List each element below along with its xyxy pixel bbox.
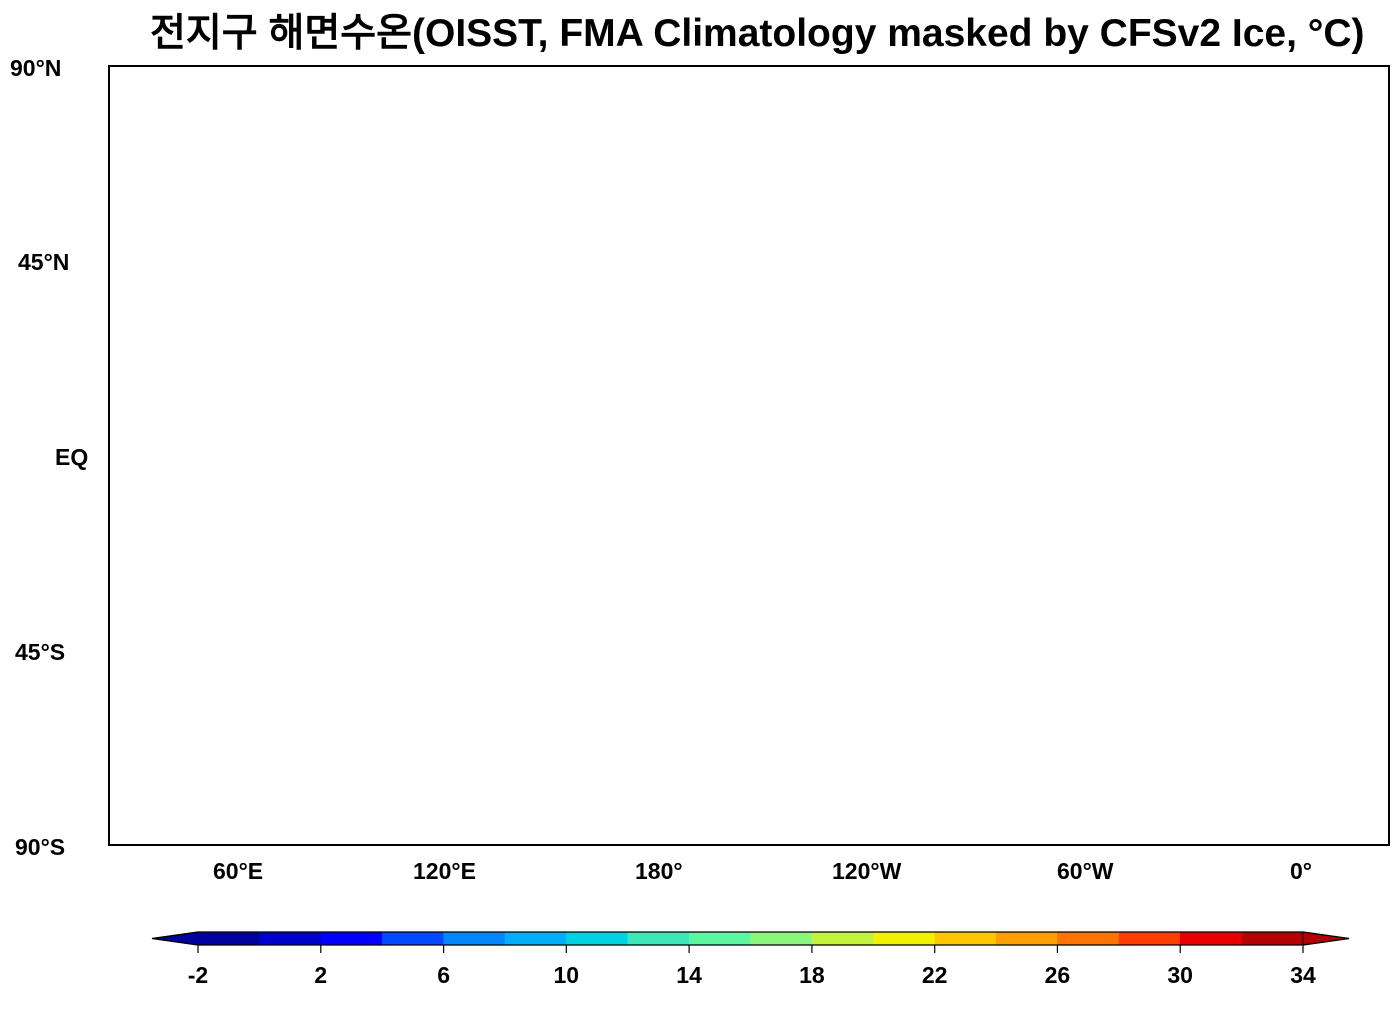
svg-text:26: 26: [1045, 962, 1071, 988]
svg-text:14: 14: [676, 962, 702, 988]
svg-text:-2: -2: [188, 962, 208, 988]
svg-text:34: 34: [1290, 962, 1316, 988]
svg-text:6: 6: [437, 962, 450, 988]
svg-text:10: 10: [554, 962, 580, 988]
svg-text:2: 2: [314, 962, 327, 988]
svg-text:30: 30: [1167, 962, 1193, 988]
svg-text:18: 18: [799, 962, 825, 988]
svg-text:22: 22: [922, 962, 948, 988]
